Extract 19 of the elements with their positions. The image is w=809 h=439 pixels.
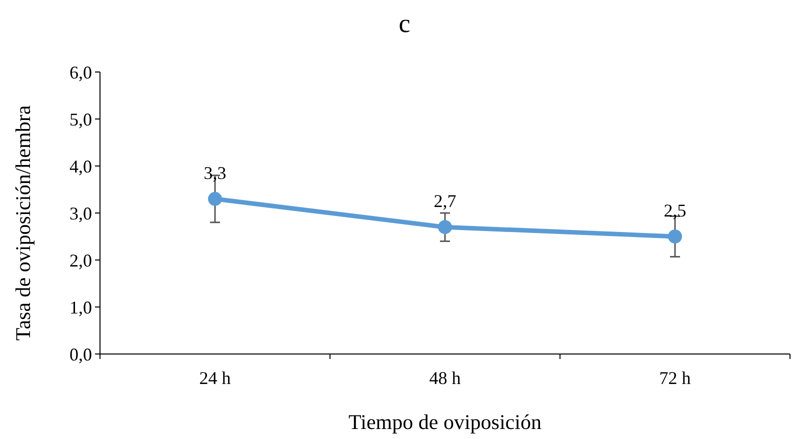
x-tick-label: 24 h	[199, 368, 231, 388]
y-tick-label: 1,0	[70, 297, 92, 318]
data-label: 2,7	[434, 191, 456, 212]
point	[668, 230, 682, 244]
x-axis-title: Tiempo de oviposición	[348, 410, 542, 434]
y-tick-label: 0,0	[70, 344, 92, 364]
y-axis-title: Tasa de oviposición/hembra	[11, 104, 35, 341]
data-label: 3,3	[204, 162, 226, 183]
x-tick-label: 72 h	[659, 368, 691, 388]
y-tick-label: 4,0	[70, 156, 92, 176]
y-tick-label: 5,0	[70, 109, 92, 130]
data-label: 2,5	[664, 200, 686, 220]
y-tick-label: 2,0	[70, 250, 92, 270]
x-tick-label: 48 h	[429, 368, 461, 388]
point	[438, 220, 452, 234]
chart-title: c	[398, 9, 410, 38]
y-tick-label: 3,0	[70, 203, 92, 224]
y-tick-label: 6,0	[70, 62, 92, 82]
point	[208, 192, 222, 206]
